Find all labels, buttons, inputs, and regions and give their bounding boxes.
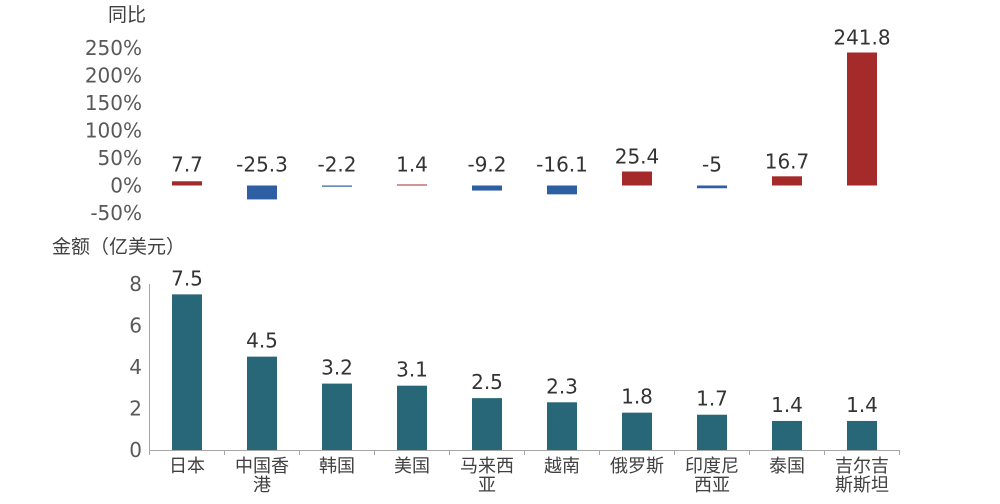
amount-bar <box>772 420 802 450</box>
top-y-tick-label: 150% <box>85 91 142 115</box>
yoy-bar <box>247 185 277 200</box>
category-label: 日本 <box>169 456 205 477</box>
yoy-data-label: 25.4 <box>615 145 660 169</box>
yoy-data-label: 16.7 <box>765 149 810 173</box>
category-label: 马来西 <box>460 456 514 477</box>
amount-data-label: 3.2 <box>321 356 353 380</box>
yoy-growth-panel: 同比 -50% 0% 50% 100% 150% 200% 250% 7.7 -25.3 -2.2… <box>85 4 891 225</box>
yoy-data-label: -25.3 <box>236 153 288 177</box>
top-y-tick-label: -50% <box>90 201 142 225</box>
amount-bar <box>472 398 502 450</box>
category-label: 亚 <box>478 475 496 496</box>
bottom-y-tick-label: 4 <box>129 355 142 379</box>
amount-data-label: 2.5 <box>471 370 503 394</box>
bottom-axis-title: 金额（亿美元） <box>52 236 185 258</box>
yoy-bar <box>172 181 202 186</box>
category-label: 斯斯坦 <box>835 475 889 496</box>
category-label: 韩国 <box>319 456 355 477</box>
amount-bar <box>397 385 427 450</box>
amount-data-label: 1.7 <box>696 387 728 411</box>
amount-data-label: 2.3 <box>546 374 578 398</box>
bottom-y-tick-label: 6 <box>129 314 142 338</box>
amount-bar <box>322 383 352 450</box>
yoy-data-label: 1.4 <box>396 153 428 177</box>
top-y-tick-label: 250% <box>85 36 142 60</box>
top-y-tick-label: 50% <box>98 146 142 170</box>
yoy-bar <box>547 185 577 195</box>
amount-data-label: 3.1 <box>396 358 428 382</box>
yoy-bar <box>322 185 352 187</box>
yoy-data-label: -5 <box>702 153 722 177</box>
amount-data-label: 1.4 <box>771 393 803 417</box>
amount-bar <box>622 412 652 450</box>
yoy-data-label: -9.2 <box>467 153 506 177</box>
bottom-y-tick-label: 0 <box>129 438 142 462</box>
amount-data-label: 1.4 <box>846 393 878 417</box>
yoy-data-label: 241.8 <box>833 26 890 50</box>
yoy-data-label: -2.2 <box>317 153 356 177</box>
amount-data-label: 1.8 <box>621 385 653 409</box>
category-label: 美国 <box>394 456 430 477</box>
category-label: 港 <box>253 475 271 496</box>
amount-bar <box>172 294 202 450</box>
amount-data-label: 7.5 <box>171 266 203 290</box>
top-y-tick-label: 100% <box>85 119 142 143</box>
category-label: 中国香 <box>235 456 289 477</box>
amount-bar <box>697 414 727 450</box>
yoy-bar <box>397 184 427 186</box>
yoy-data-label: -16.1 <box>536 153 588 177</box>
yoy-bar <box>697 185 727 189</box>
category-label: 印度尼 <box>685 456 739 477</box>
amount-bar <box>547 402 577 450</box>
top-y-tick-label: 0% <box>110 174 142 198</box>
amount-bar <box>247 356 277 450</box>
yoy-data-label: 7.7 <box>171 153 203 177</box>
top-axis-title: 同比 <box>108 4 146 26</box>
top-y-tick-label: 200% <box>85 64 142 88</box>
bottom-y-tick-label: 8 <box>129 272 142 296</box>
yoy-bar <box>622 171 652 186</box>
yoy-bar <box>472 185 502 191</box>
category-label: 俄罗斯 <box>610 456 664 477</box>
yoy-bar <box>772 176 802 186</box>
amount-bar <box>847 420 877 450</box>
category-label: 吉尔吉 <box>835 456 889 477</box>
category-label: 越南 <box>544 456 580 477</box>
category-label: 泰国 <box>769 456 805 477</box>
amount-data-label: 4.5 <box>246 329 278 353</box>
category-label: 西亚 <box>694 475 730 496</box>
bottom-y-tick-label: 2 <box>129 397 142 421</box>
amount-panel: 金额（亿美元） 0 2 4 6 8 7.5 4.5 3.2 3.1 2.5 2.3 1.8 1.7 1.4… <box>52 236 900 496</box>
yoy-bar <box>847 52 877 186</box>
